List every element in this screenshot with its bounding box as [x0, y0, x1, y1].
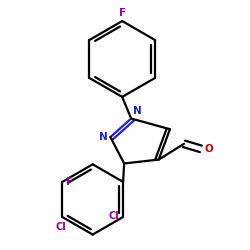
- Text: O: O: [204, 144, 213, 154]
- Text: F: F: [119, 8, 126, 18]
- Text: Cl: Cl: [56, 222, 66, 232]
- Text: N: N: [134, 106, 142, 116]
- Text: F: F: [66, 177, 73, 187]
- Text: N: N: [99, 132, 108, 141]
- Text: Cl: Cl: [109, 210, 120, 220]
